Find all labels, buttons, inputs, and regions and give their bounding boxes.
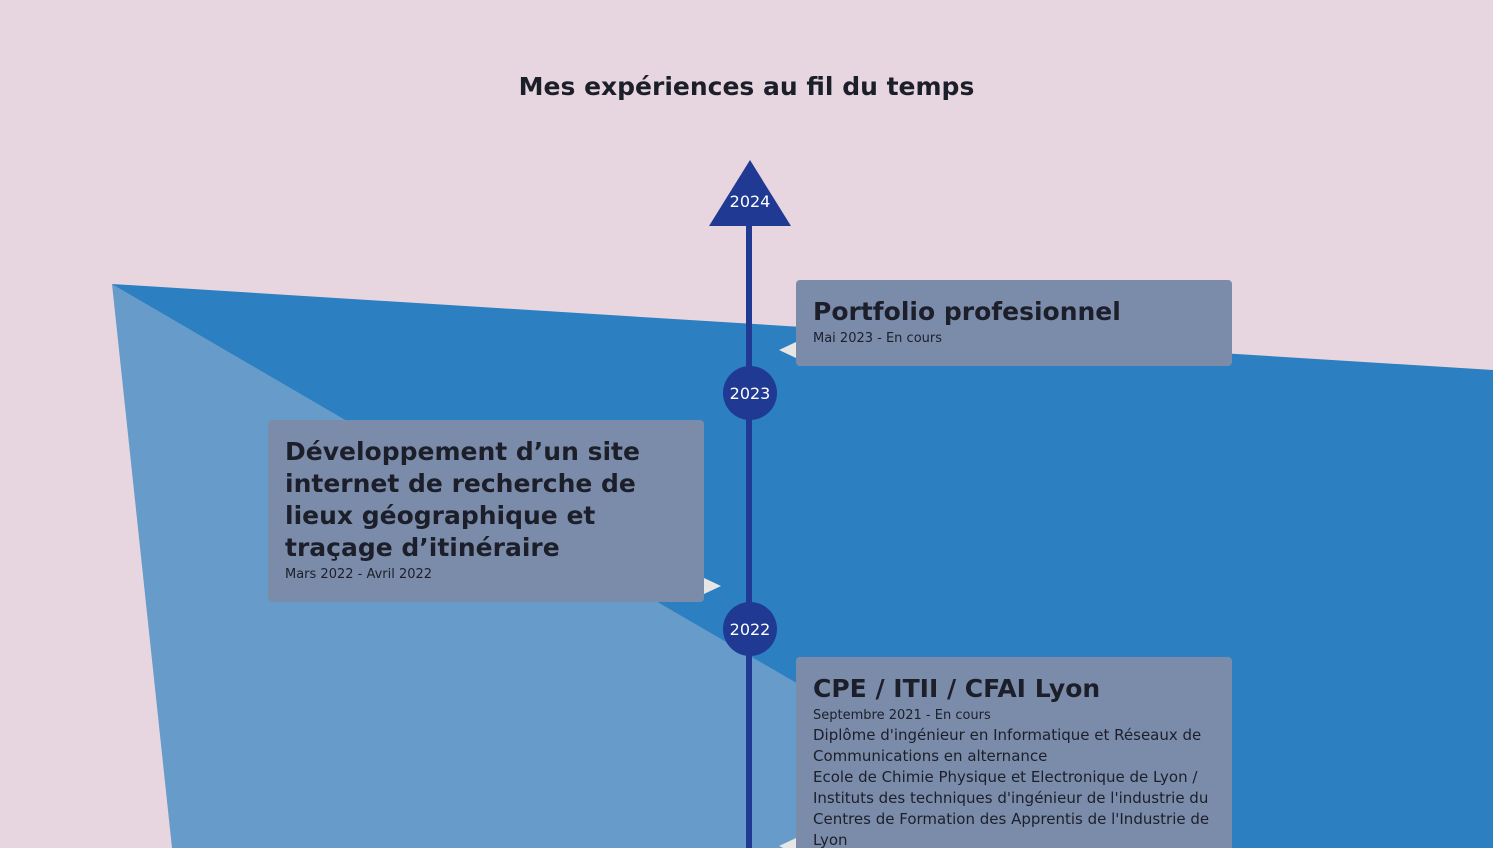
card-pointer-icon bbox=[779, 342, 796, 358]
experience-card-cpe[interactable]: CPE / ITII / CFAI Lyon Septembre 2021 - … bbox=[796, 657, 1232, 848]
experience-date: Mai 2023 - En cours bbox=[813, 331, 943, 346]
experience-description-schools: Ecole de Chimie Physique et Electronique… bbox=[813, 768, 1210, 848]
card-pointer-icon bbox=[779, 838, 796, 848]
timeline-line bbox=[746, 222, 752, 848]
page-title: Mes expériences au fil du temps bbox=[518, 72, 975, 101]
experience-card-portfolio[interactable]: Portfolio profesionnel Mai 2023 - En cou… bbox=[796, 280, 1232, 366]
card-pointer-icon bbox=[704, 578, 721, 594]
experience-date: Mars 2022 - Avril 2022 bbox=[285, 567, 433, 582]
timeline-top-year: 2024 bbox=[729, 192, 771, 211]
experience-title: Développement d’un site internet de rech… bbox=[285, 437, 640, 562]
year-marker-2023: 2023 bbox=[723, 366, 777, 420]
experience-card-site-internet[interactable]: Développement d’un site internet de rech… bbox=[268, 420, 704, 602]
experience-date: Septembre 2021 - En cours bbox=[813, 708, 991, 723]
year-marker-2022: 2022 bbox=[723, 602, 777, 656]
experience-title: CPE / ITII / CFAI Lyon bbox=[813, 674, 1101, 703]
experience-title: Portfolio profesionnel bbox=[813, 297, 1121, 326]
experience-description-diploma: Diplôme d'ingénieur en Informatique et R… bbox=[813, 726, 1202, 765]
timeline-arrow-icon bbox=[709, 160, 791, 226]
